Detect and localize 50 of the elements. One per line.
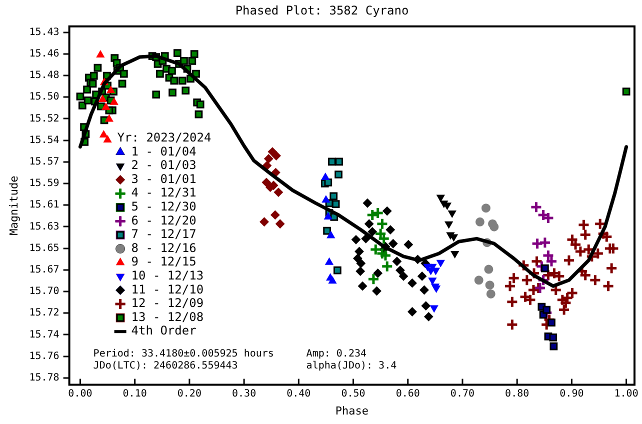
y-tick-label: 15.54 bbox=[29, 134, 60, 146]
x-tick-label: 0.30 bbox=[232, 388, 256, 400]
y-tick-label: 15.61 bbox=[29, 200, 60, 211]
legend-label: 5 - 12/30 bbox=[131, 200, 196, 214]
y-tick-label: 15.48 bbox=[29, 70, 60, 82]
legend-label: 4th Order bbox=[131, 324, 196, 338]
legend-label: 2 - 01/03 bbox=[131, 158, 196, 172]
y-tick-label: 15.72 bbox=[29, 308, 60, 319]
x-tick-label: 0.80 bbox=[505, 388, 530, 400]
legend-label: 6 - 12/20 bbox=[131, 213, 196, 228]
x-tick-label: 0.70 bbox=[450, 388, 475, 400]
y-tick-label: 15.63 bbox=[29, 221, 60, 232]
y-tick-label: 15.67 bbox=[29, 264, 60, 276]
y-tick-label: 15.43 bbox=[29, 26, 60, 38]
x-tick-label: 1.00 bbox=[614, 388, 638, 400]
legend-label: 9 - 12/15 bbox=[131, 254, 196, 269]
legend-label: 12 - 12/09 bbox=[131, 296, 204, 310]
y-tick-label: 15.50 bbox=[29, 92, 60, 103]
x-tick-label: 0.90 bbox=[560, 388, 584, 400]
y-tick-label: 15.59 bbox=[29, 178, 60, 190]
chart-title: Phased Plot: 3582 Cyrano bbox=[235, 3, 409, 18]
y-axis-title: Magnitude bbox=[7, 176, 20, 236]
y-tick-label: 15.70 bbox=[29, 286, 60, 298]
y-tick-label: 15.76 bbox=[29, 350, 60, 362]
y-tick-label: 15.65 bbox=[29, 242, 60, 254]
legend-label: 3 - 01/01 bbox=[131, 172, 196, 186]
annotation: JDo(LTC): 2460286.559443 bbox=[93, 360, 238, 372]
legend-label: 10 - 12/13 bbox=[131, 268, 204, 283]
legend-label: 8 - 12/16 bbox=[131, 240, 196, 255]
x-tick-label: 0.20 bbox=[177, 388, 202, 400]
annotation: Amp: 0.234 bbox=[306, 348, 367, 360]
legend-title: Yr: 2023/2024 bbox=[117, 130, 212, 145]
x-axis-title: Phase bbox=[335, 404, 368, 418]
annotation: Period: 33.4180±0.005925 hours bbox=[93, 348, 274, 360]
legend-label: 13 - 12/08 bbox=[131, 310, 204, 324]
legend-label: 7 - 12/17 bbox=[131, 227, 196, 242]
y-tick-label: 15.57 bbox=[29, 156, 60, 168]
x-tick-label: 0.50 bbox=[341, 388, 366, 400]
legend-label: 11 - 12/10 bbox=[131, 282, 204, 296]
x-tick-label: 0.00 bbox=[68, 388, 92, 400]
y-tick-label: 15.74 bbox=[29, 329, 60, 340]
y-tick-label: 15.52 bbox=[29, 113, 60, 124]
y-tick-label: 15.78 bbox=[29, 372, 60, 384]
annotation: alpha(JDo): 3.4 bbox=[306, 360, 397, 372]
x-tick-label: 0.60 bbox=[396, 388, 420, 400]
legend-label: 4 - 12/31 bbox=[131, 186, 196, 200]
legend-label: 1 - 01/04 bbox=[131, 144, 196, 158]
y-tick-label: 15.46 bbox=[29, 48, 60, 60]
x-tick-label: 0.40 bbox=[286, 388, 311, 400]
x-tick-label: 0.10 bbox=[122, 388, 147, 400]
